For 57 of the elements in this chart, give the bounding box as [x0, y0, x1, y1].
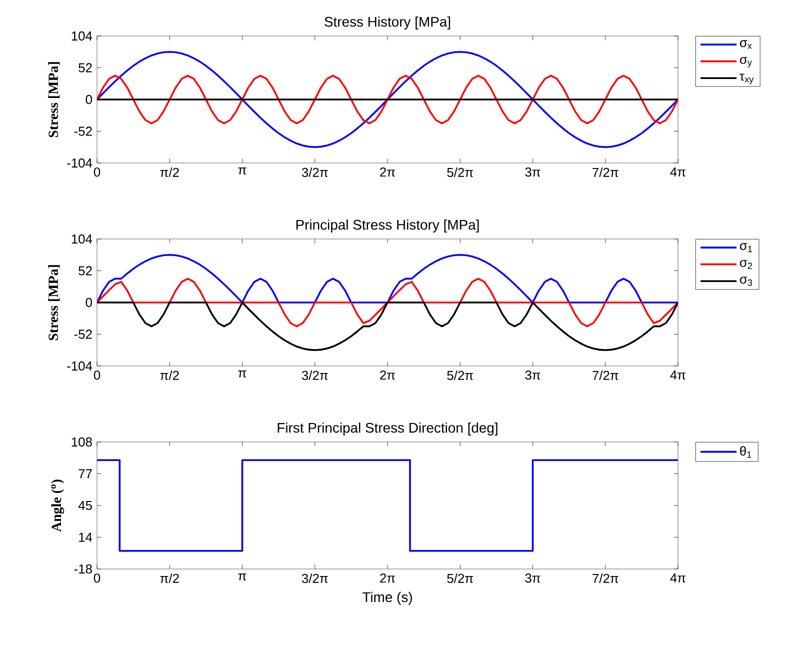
x-tick-label: π/2: [160, 370, 179, 380]
x-tick-label: π: [238, 574, 246, 580]
x-tick-label: 5/2π: [447, 370, 474, 380]
legend-label: σ$_{3}$: [740, 276, 752, 286]
legend-label: σ$_{2}$: [740, 260, 752, 269]
y-axis-title: Stress [MPa]: [48, 265, 60, 340]
y-tick-label: 45: [78, 500, 92, 510]
x-tick-label: 3π: [525, 370, 540, 380]
legend-label: σ$_{1}$: [740, 243, 752, 252]
x-tick-label: 3/2π: [302, 573, 328, 584]
y-tick-label: 0: [86, 94, 92, 104]
x-tick-label: 4π: [670, 574, 686, 583]
y-tick-label: 104: [72, 31, 92, 41]
x-tick-label: π: [238, 168, 246, 174]
legend-label: τ$_{xy}$: [740, 74, 754, 84]
y-tick-label: 52: [78, 266, 92, 276]
x-tick-label: 0: [94, 167, 100, 177]
x-tick-label: 5/2π: [447, 167, 474, 178]
y-tick-label: 108: [72, 437, 92, 447]
x-tick-label: π/2: [160, 167, 179, 178]
x-tick-label: 3π: [525, 167, 540, 177]
x-tick-label: 7/2π: [592, 573, 618, 584]
y-tick-label: -18: [74, 564, 92, 574]
x-tick-label: 4π: [670, 370, 686, 380]
y-tick-label: 14: [79, 532, 92, 542]
x-tick-label: 3/2π: [302, 370, 328, 380]
legend-label: σ$_{y}$: [740, 56, 752, 68]
y-tick-label: 0: [86, 298, 92, 308]
chart-title: Principal Stress History [MPa]: [296, 219, 479, 232]
legend-label: θ$_{1}$: [740, 446, 752, 458]
x-tick-label: 2π: [380, 370, 396, 380]
y-tick-label: -104: [67, 361, 92, 371]
chart-title: First Principal Stress Direction [deg]: [278, 422, 498, 436]
y-tick-label: 77: [78, 469, 92, 478]
y-tick-label: 52: [78, 63, 92, 72]
line-series: [97, 50, 678, 148]
x-tick-label: π: [238, 370, 246, 378]
y-axis-title: Angle ($^{o}$): [51, 480, 64, 532]
y-tick-label: -104: [67, 158, 92, 168]
legend-label: σ$_{x}$: [740, 40, 752, 49]
x-tick-label: 7/2π: [592, 370, 618, 380]
y-tick-label: -52: [74, 330, 92, 339]
x-tick-label: 0: [94, 573, 100, 583]
x-tick-label: 2π: [380, 573, 396, 583]
x-tick-label: π/2: [160, 573, 179, 584]
x-tick-label: 3π: [525, 573, 540, 583]
x-tick-label: 0: [94, 370, 100, 380]
x-axis-title: Time (s): [362, 592, 412, 605]
y-axis-title: Stress [MPa]: [48, 62, 60, 138]
x-tick-label: 3/2π: [302, 167, 328, 178]
x-tick-label: 5/2π: [447, 573, 474, 584]
y-tick-label: -52: [74, 126, 92, 136]
x-tick-label: 4π: [670, 168, 686, 177]
chart-title: Stress History [MPa]: [324, 16, 450, 30]
x-tick-label: 2π: [380, 167, 396, 177]
y-tick-label: 104: [72, 234, 92, 244]
x-tick-label: 7/2π: [592, 167, 618, 178]
